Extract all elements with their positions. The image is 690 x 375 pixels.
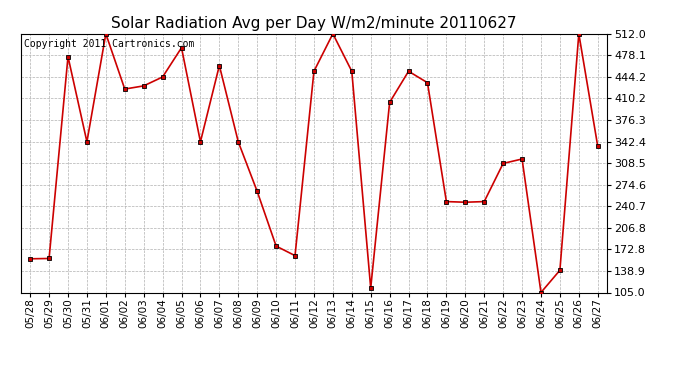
- Text: Copyright 2011 Cartronics.com: Copyright 2011 Cartronics.com: [23, 39, 194, 49]
- Title: Solar Radiation Avg per Day W/m2/minute 20110627: Solar Radiation Avg per Day W/m2/minute …: [111, 16, 517, 31]
